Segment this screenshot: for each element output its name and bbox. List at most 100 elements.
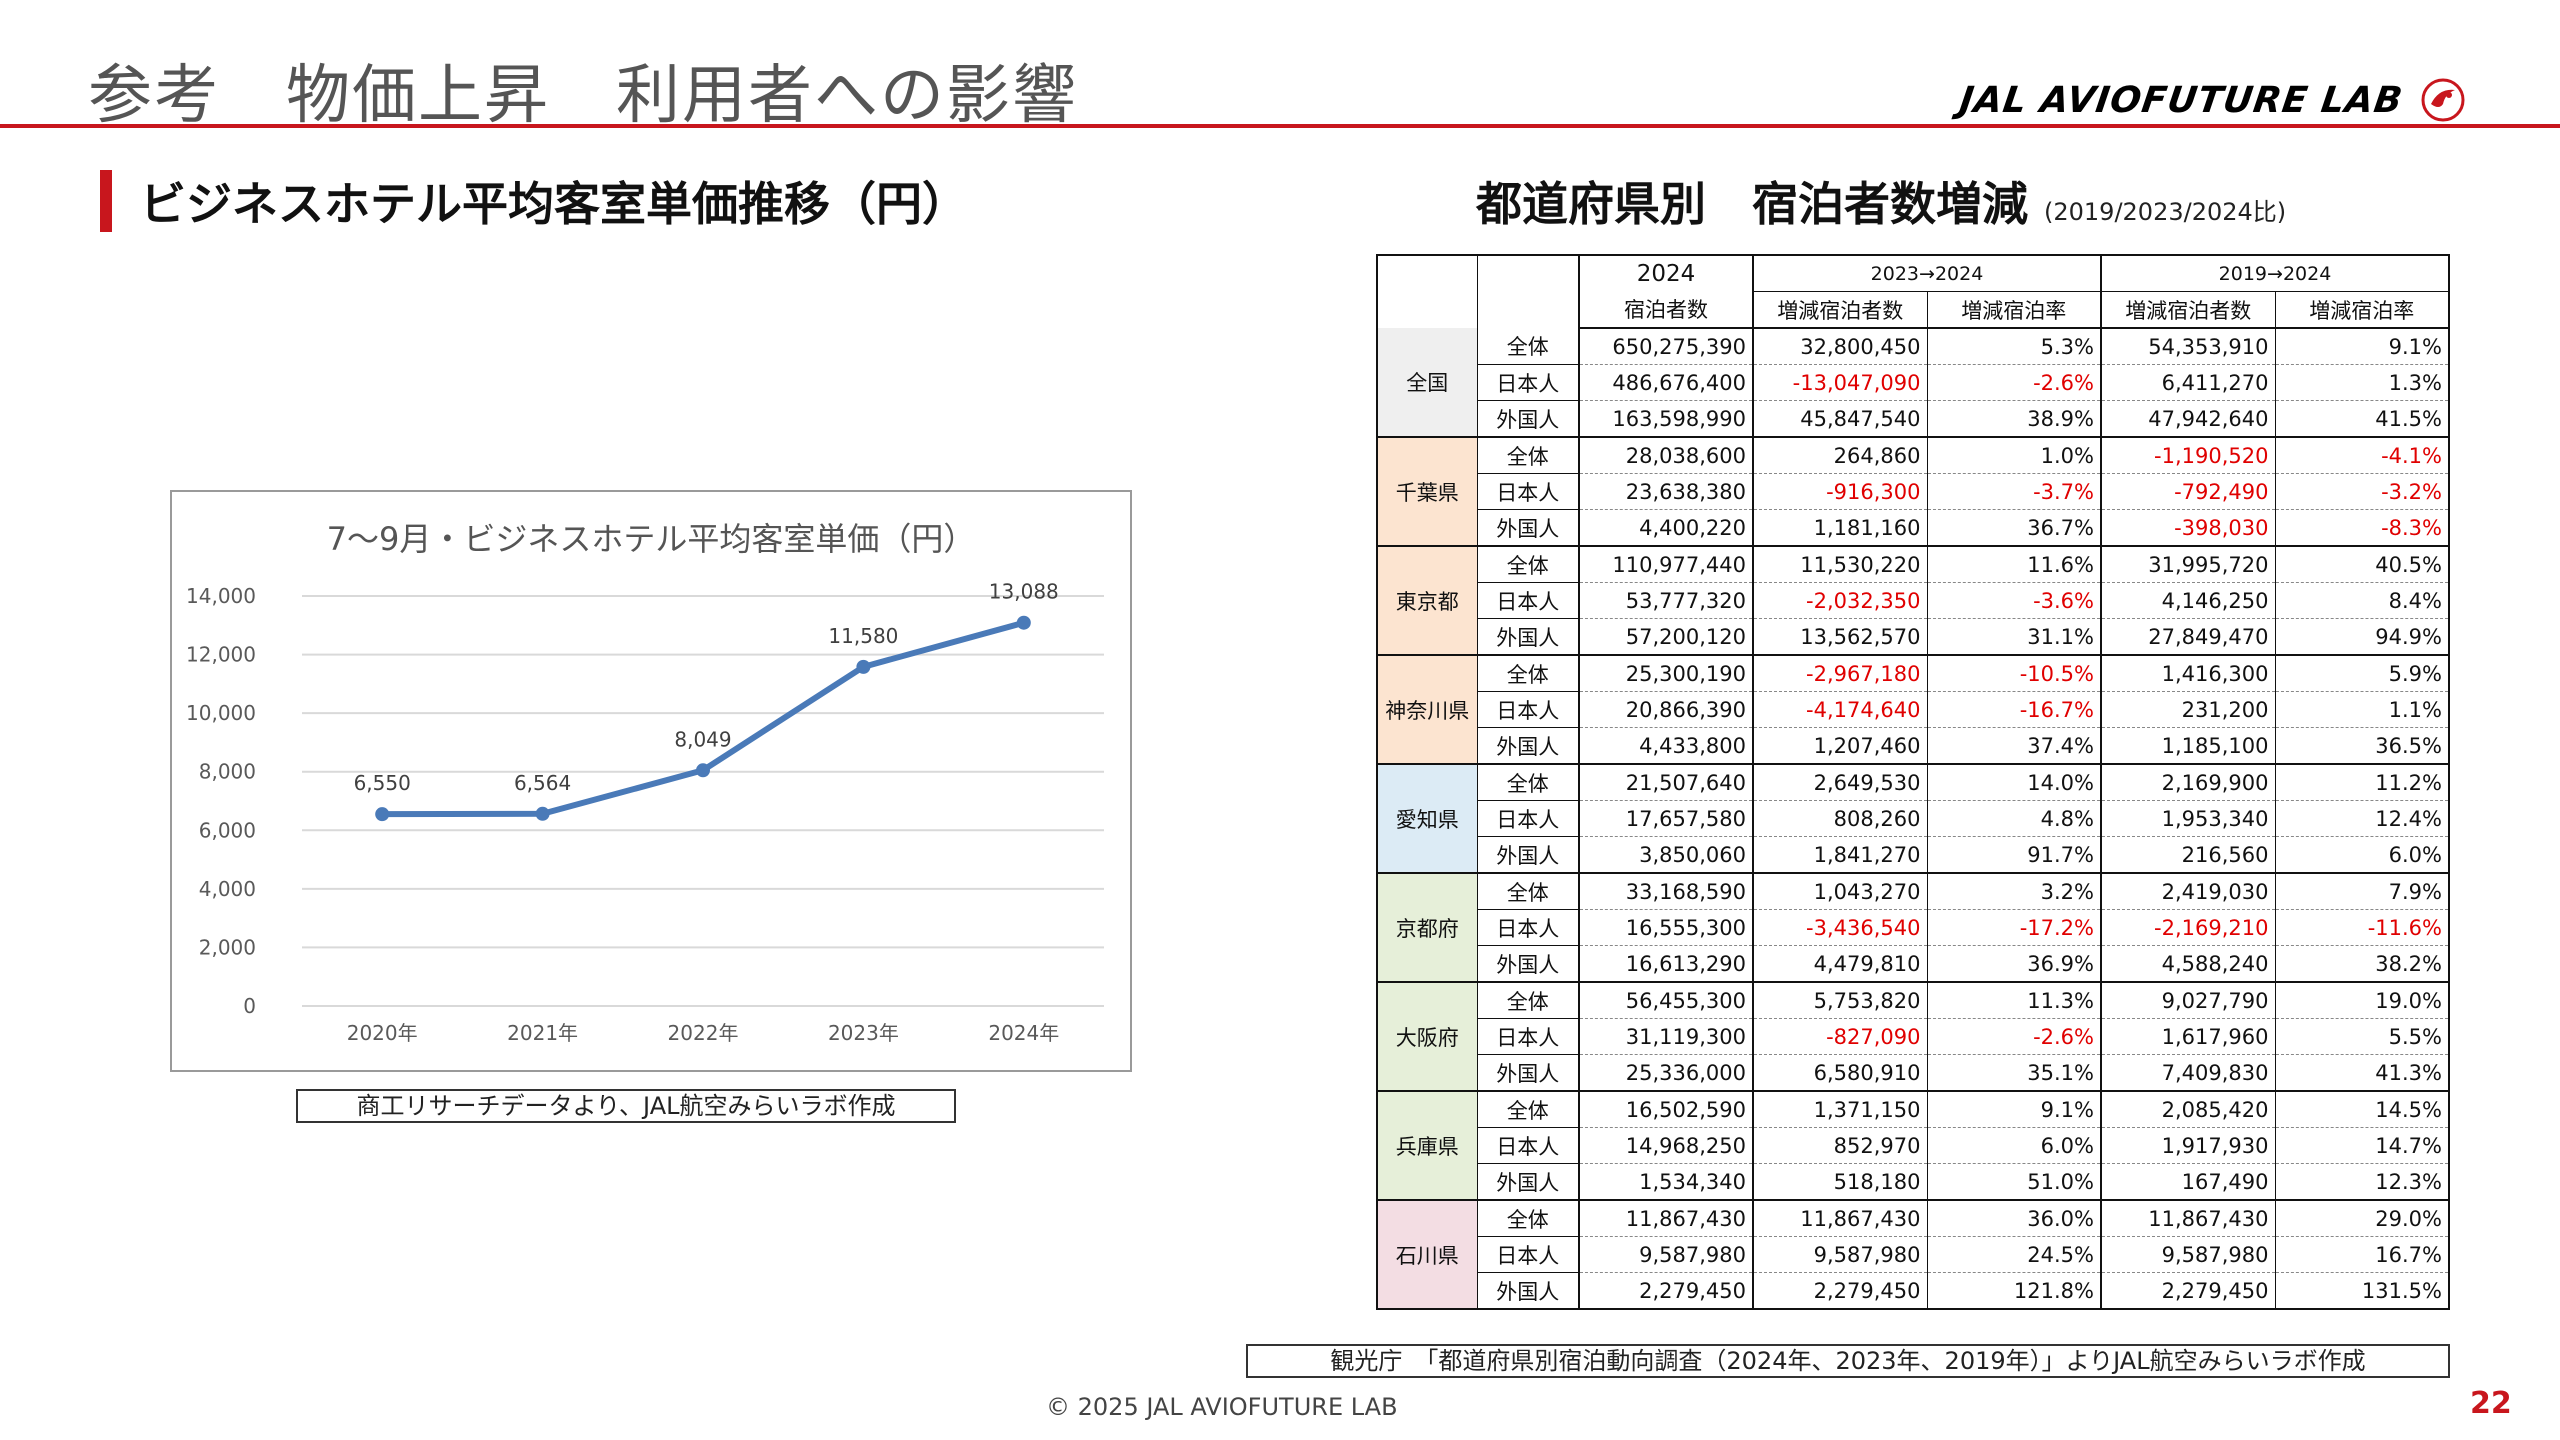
- table-cell: 17,657,580: [1579, 800, 1754, 837]
- y-tick-label: 0: [243, 994, 256, 1018]
- table-cell: 6.0%: [2275, 836, 2450, 874]
- table-cell: 41.3%: [2275, 1054, 2450, 1092]
- table-cell: -2,967,180: [1753, 655, 1928, 692]
- y-tick-label: 2,000: [199, 935, 256, 959]
- table-cell: 12.4%: [2275, 800, 2450, 837]
- right-heading-sub: (2019/2023/2024比): [2044, 198, 2287, 226]
- prefecture-label: 京都府: [1376, 873, 1478, 983]
- table-cell: 31,995,720: [2101, 546, 2276, 583]
- left-section-heading: ビジネスホテル平均客室単価推移（円）: [100, 168, 968, 234]
- table-cell: 9.1%: [1927, 1091, 2102, 1128]
- table-cell: 3,850,060: [1579, 836, 1754, 874]
- table-cell: 27,849,470: [2101, 618, 2276, 656]
- table-cell: 2,649,530: [1753, 764, 1928, 801]
- table-row: 兵庫県 全体 16,502,590 1,371,150 9.1% 2,085,420 14.…: [1376, 1091, 2450, 1201]
- table-cell: 1,534,340: [1579, 1163, 1754, 1201]
- table-cell: 6,411,270: [2101, 364, 2276, 401]
- table-row: 日本人 9,587,980 9,587,980 24.5% 9,587,980 16.7%: [1377, 1236, 2450, 1273]
- y-tick-label: 10,000: [186, 701, 256, 725]
- table-cell: 121.8%: [1927, 1272, 2102, 1310]
- table-row: 日本人 23,638,380 -916,300 -3.7% -792,490 -3.2%: [1377, 473, 2450, 510]
- chart-title: 7～9月・ビジネスホテル平均客室単価（円）: [327, 520, 976, 558]
- table-cell: 16,555,300: [1579, 909, 1754, 946]
- line-chart: 7～9月・ビジネスホテル平均客室単価（円） 0 2,000 4,000 6,000 8,0…: [170, 490, 1132, 1072]
- table-row: 東京都 全体 110,977,440 11,530,220 11.6% 31,995,72…: [1376, 546, 2450, 656]
- brand-logo: JAL AVIOFUTURE LAB: [1957, 70, 2465, 130]
- chart-canvas: 7～9月・ビジネスホテル平均客室単価（円） 0 2,000 4,000 6,000 8,0…: [186, 520, 1104, 1045]
- x-tick-label: 2024年: [988, 1021, 1059, 1045]
- prefecture-label: 大阪府: [1376, 982, 1478, 1092]
- table-cell: 36.5%: [2275, 727, 2450, 765]
- table-cell: 216,560: [2101, 836, 2276, 874]
- table-cell: 1,207,460: [1753, 727, 1928, 765]
- row-kind-label: 外国人: [1477, 509, 1580, 547]
- table-cell: 33,168,590: [1579, 873, 1754, 910]
- table-row: 大阪府 全体 56,455,300 5,753,820 11.3% 9,027,790 19…: [1376, 982, 2450, 1092]
- table-cell: 7.9%: [2275, 873, 2450, 910]
- table-row: 日本人 20,866,390 -4,174,640 -16.7% 231,200 1.1%: [1377, 691, 2450, 728]
- table-cell: 25,300,190: [1579, 655, 1754, 692]
- table-row: 外国人 1,534,340 518,180 51.0% 167,490 12.3%: [1377, 1163, 2450, 1201]
- series-line: [379, 619, 1027, 818]
- table-cell: -827,090: [1753, 1018, 1928, 1055]
- table-cell: 2,279,450: [1753, 1272, 1928, 1310]
- table-cell: 36.0%: [1927, 1200, 2102, 1237]
- table-cell: 167,490: [2101, 1163, 2276, 1201]
- table-cell: 518,180: [1753, 1163, 1928, 1201]
- table-row: 日本人 486,676,400 -13,047,090 -2.6% 6,411,270 1…: [1377, 364, 2450, 401]
- right-source-note: 観光庁 「都道府県別宿泊動向調査（2024年、2023年、2019年）」よりJA…: [1246, 1344, 2450, 1378]
- column-header: 増減宿泊者数: [1753, 291, 1928, 329]
- table-cell: 32,800,450: [1753, 328, 1928, 365]
- table-cell: 5.5%: [2275, 1018, 2450, 1055]
- y-tick-label: 12,000: [186, 643, 256, 667]
- data-label: 13,088: [989, 580, 1059, 604]
- table-cell: -16.7%: [1927, 691, 2102, 728]
- table-row: 愛知県 全体 21,507,640 2,649,530 14.0% 2,169,900 11…: [1376, 764, 2450, 874]
- table-cell: 14.5%: [2275, 1091, 2450, 1128]
- table-cell: 11,867,430: [1579, 1200, 1754, 1237]
- table-cell: 1,185,100: [2101, 727, 2276, 765]
- table-row: 日本人 16,555,300 -3,436,540 -17.2% -2,169,210-…: [1377, 909, 2450, 946]
- right-section-heading: 都道府県別 宿泊者数増減 (2019/2023/2024比): [1476, 168, 2286, 234]
- table-cell: 1.0%: [1927, 437, 2102, 474]
- row-kind-label: 日本人: [1477, 1236, 1580, 1273]
- page-number: 22: [2470, 1386, 2512, 1421]
- prefecture-label: 石川県: [1376, 1200, 1478, 1310]
- prefecture-table: 2024 2023→2024 2019→2024 宿泊者数 増減宿泊者数 増減宿泊率 増減宿…: [1376, 254, 2450, 1310]
- row-kind-label: 全体: [1477, 873, 1580, 910]
- table-cell: -1,190,520: [2101, 437, 2276, 474]
- table-cell: 53,777,320: [1579, 582, 1754, 619]
- page-title: 参考 物価上昇 利用者への影響: [88, 59, 1078, 133]
- table-cell: -3.7%: [1927, 473, 2102, 510]
- table-row: 日本人 17,657,580 808,260 4.8% 1,953,340 12.4%: [1377, 800, 2450, 837]
- table-cell: -2.6%: [1927, 1018, 2102, 1055]
- table-cell: 5.3%: [1927, 328, 2102, 365]
- header-blank: [1376, 254, 1478, 328]
- data-label: 8,049: [674, 727, 731, 751]
- row-kind-label: 全体: [1477, 655, 1580, 692]
- table-cell: 264,860: [1753, 437, 1928, 474]
- table-cell: 1.3%: [2275, 364, 2450, 401]
- table-cell: 2,169,900: [2101, 764, 2276, 801]
- table-cell: 14,968,250: [1579, 1127, 1754, 1164]
- column-header: 増減宿泊率: [1927, 291, 2102, 329]
- table-cell: -2,169,210: [2101, 909, 2276, 946]
- table-cell: 11,867,430: [2101, 1200, 2276, 1237]
- table-cell: -916,300: [1753, 473, 1928, 510]
- left-heading-text: ビジネスホテル平均客室単価推移（円）: [140, 177, 968, 231]
- data-label: 6,550: [354, 771, 411, 795]
- table-cell: 4,479,810: [1753, 945, 1928, 983]
- table-cell: 110,977,440: [1579, 546, 1754, 583]
- table-cell: -2.6%: [1927, 364, 2102, 401]
- table-cell: 51.0%: [1927, 1163, 2102, 1201]
- table-cell: 6,580,910: [1753, 1054, 1928, 1092]
- table-cell: 4,146,250: [2101, 582, 2276, 619]
- table-cell: -398,030: [2101, 509, 2276, 547]
- table-cell: 11,867,430: [1753, 1200, 1928, 1237]
- table-cell: 1,953,340: [2101, 800, 2276, 837]
- table-cell: 91.7%: [1927, 836, 2102, 874]
- heading-accent-bar: [100, 170, 112, 232]
- table-cell: 9,027,790: [2101, 982, 2276, 1019]
- table-cell: 11.6%: [1927, 546, 2102, 583]
- table-cell: -3,436,540: [1753, 909, 1928, 946]
